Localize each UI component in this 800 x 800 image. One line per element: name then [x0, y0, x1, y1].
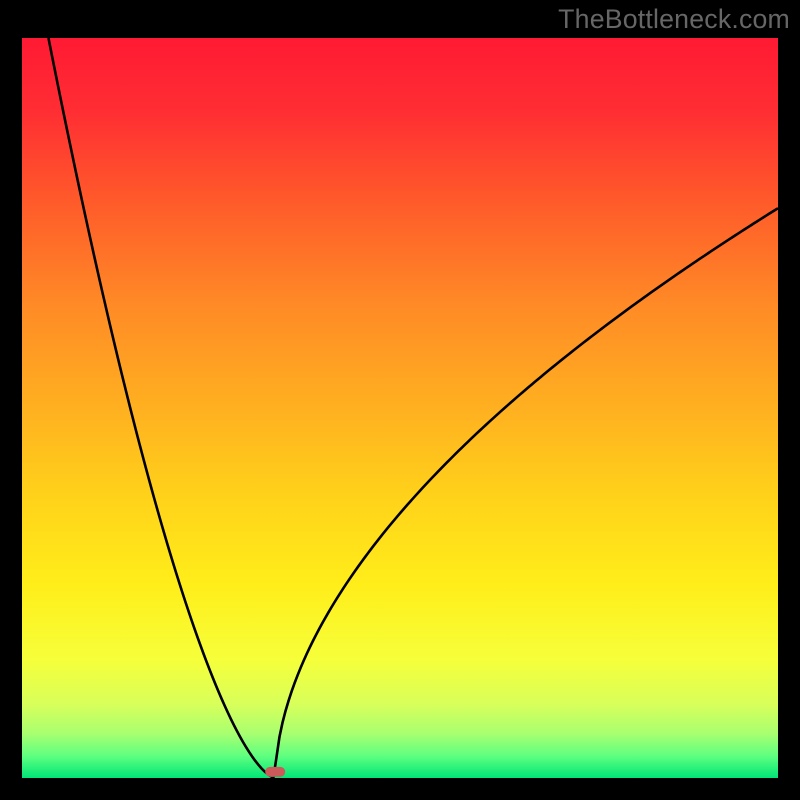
- curve-path: [48, 38, 778, 778]
- watermark-text: TheBottleneck.com: [558, 4, 790, 35]
- outer-frame: TheBottleneck.com: [0, 0, 800, 800]
- plot-area: [22, 38, 778, 778]
- minimum-marker: [265, 767, 285, 777]
- bottleneck-curve: [22, 38, 778, 778]
